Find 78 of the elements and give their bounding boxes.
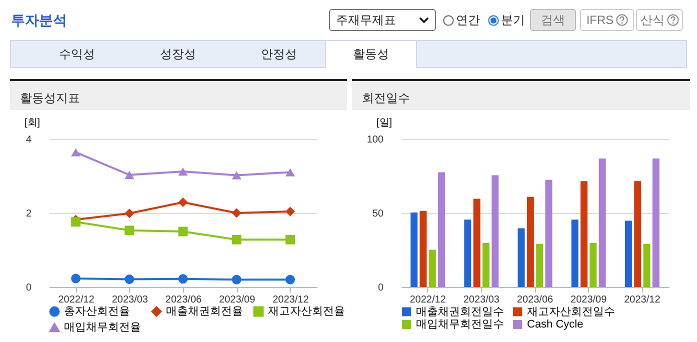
point xyxy=(285,234,295,244)
text: 성장성 xyxy=(159,46,197,63)
y-tick-label: 2 xyxy=(26,208,32,220)
bar xyxy=(420,210,427,287)
text: 안정성 xyxy=(260,46,298,63)
x-tick-label: 2022/12 xyxy=(410,294,446,306)
text: 연간 xyxy=(456,12,480,29)
search-button: 검색 xyxy=(530,9,576,31)
point xyxy=(178,198,188,208)
x-tick-label: 2023/09 xyxy=(570,294,608,306)
point xyxy=(178,226,188,236)
legend-label: 매출채권회전율 xyxy=(166,306,243,318)
point xyxy=(232,274,242,284)
bar xyxy=(438,172,446,287)
point xyxy=(124,226,134,236)
bar xyxy=(482,242,490,287)
legend-label: 매입채무회전일수 xyxy=(416,318,504,330)
help-button: 산식 xyxy=(636,9,683,31)
text: 활동성 xyxy=(325,40,417,68)
point xyxy=(232,234,242,244)
x-tick-label: 2023/12 xyxy=(624,294,661,306)
point xyxy=(178,274,188,284)
bar xyxy=(652,158,660,287)
legend-label: 총자산회전율 xyxy=(64,306,130,318)
y-tick-label: 100 xyxy=(366,134,384,146)
point xyxy=(285,168,295,176)
legend-label: 재고자산회전일수 xyxy=(527,306,615,318)
x-tick-label: 2022/12 xyxy=(58,294,95,306)
bar xyxy=(464,220,472,287)
legend-label: 재고자산회전율 xyxy=(268,306,345,318)
text: 분기 xyxy=(501,12,525,29)
bar xyxy=(536,244,544,287)
x-tick-label: 2023/06 xyxy=(516,294,554,306)
y-axis-title: [회] xyxy=(24,118,40,128)
bar xyxy=(526,196,534,287)
y-tick-label: 0 xyxy=(378,282,384,294)
y-tick-label: 50 xyxy=(372,208,384,220)
point xyxy=(124,208,134,218)
chart-title: 활동성지표 xyxy=(10,79,347,110)
bar xyxy=(590,242,597,287)
point xyxy=(232,208,242,218)
y-axis-title: [일] xyxy=(376,118,392,128)
point xyxy=(71,274,81,284)
bar xyxy=(643,244,650,287)
legend-label: 매출채권회전일수 xyxy=(416,306,504,318)
bar xyxy=(428,250,436,287)
point xyxy=(71,217,81,227)
point xyxy=(124,170,134,179)
bar xyxy=(518,228,525,287)
bar xyxy=(580,181,588,287)
x-tick-label: 2023/03 xyxy=(463,294,500,306)
point xyxy=(285,274,295,284)
bar xyxy=(473,198,480,287)
bar xyxy=(571,220,578,287)
text: 투자분석 xyxy=(11,12,67,30)
help-button: IFRS xyxy=(580,9,634,31)
bar xyxy=(492,175,499,287)
point xyxy=(71,148,81,156)
x-tick-label: 2023/09 xyxy=(219,294,256,306)
point xyxy=(232,171,242,180)
x-tick-label: 2023/06 xyxy=(165,294,202,306)
bar xyxy=(598,158,606,287)
bar xyxy=(634,181,642,287)
x-tick-label: 2023/03 xyxy=(112,294,148,306)
point xyxy=(285,206,295,216)
point xyxy=(178,167,188,176)
bar xyxy=(624,220,632,287)
y-tick-label: 0 xyxy=(26,282,32,294)
y-tick-label: 4 xyxy=(26,134,32,146)
chart-title: 회전일수 xyxy=(352,79,690,110)
bar xyxy=(410,212,418,287)
legend-label: Cash Cycle xyxy=(527,318,584,330)
point xyxy=(124,274,134,284)
bar xyxy=(545,180,552,287)
dropdown: 주재무제표 xyxy=(329,9,436,31)
text: 수익성 xyxy=(58,46,96,63)
legend-label: 매입채무회전율 xyxy=(64,322,141,334)
x-tick-label: 2023/12 xyxy=(272,294,310,306)
